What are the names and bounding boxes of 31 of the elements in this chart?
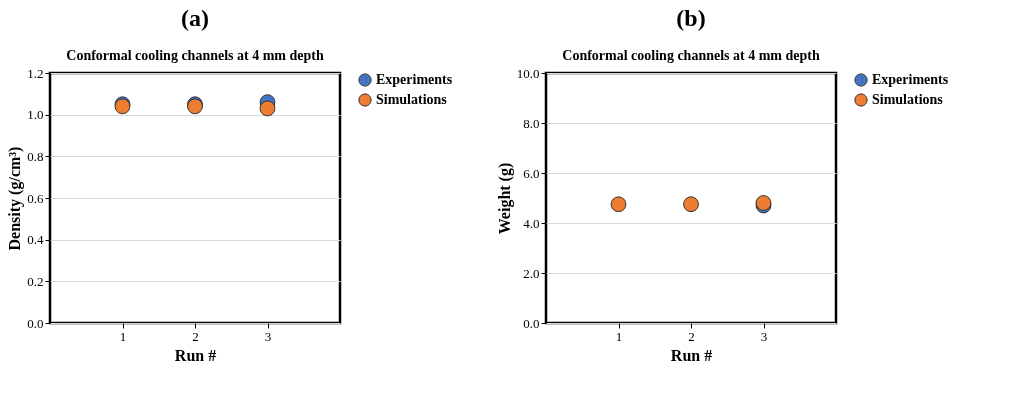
y-tick-label: 0.6 bbox=[27, 190, 44, 206]
legend-label: Simulations bbox=[872, 92, 944, 107]
y-tick-label: 0.8 bbox=[27, 148, 44, 164]
y-tick-label: 8.0 bbox=[523, 115, 540, 131]
x-tick-label: 1 bbox=[119, 328, 127, 344]
chart-subtitle: Conformal cooling channels at 4 mm depth bbox=[562, 48, 820, 63]
x-axis-title: Run # bbox=[670, 346, 713, 364]
y-tick-label: 0.0 bbox=[523, 315, 540, 331]
y-tick-label: 6.0 bbox=[523, 165, 540, 181]
y-tick-label: 4.0 bbox=[523, 215, 540, 231]
x-tick-label: 3 bbox=[760, 328, 768, 344]
x-tick-label: 1 bbox=[615, 328, 623, 344]
legend-label: Experiments bbox=[872, 72, 949, 87]
y-tick-label: 1.2 bbox=[27, 65, 44, 81]
chart-subtitle: Conformal cooling channels at 4 mm depth bbox=[66, 48, 324, 63]
legend-label: Simulations bbox=[376, 92, 448, 107]
y-tick-label: 2.0 bbox=[523, 265, 540, 281]
x-tick-label: 3 bbox=[264, 328, 272, 344]
y-axis-title: Weight (g) bbox=[495, 162, 514, 235]
x-tick-label: 2 bbox=[688, 328, 695, 344]
chart-title: (a) bbox=[181, 5, 209, 31]
y-tick-label: 0.0 bbox=[27, 315, 44, 331]
x-axis-title: Run # bbox=[174, 346, 217, 364]
y-tick-label: 0.2 bbox=[27, 273, 44, 289]
legend-label: Experiments bbox=[376, 72, 453, 87]
y-tick-label: 1.0 bbox=[27, 107, 44, 123]
y-axis-title: Density (g/cm³) bbox=[6, 146, 25, 251]
x-tick-label: 2 bbox=[192, 328, 199, 344]
y-tick-label: 10.0 bbox=[516, 65, 540, 81]
chart-title: (b) bbox=[676, 5, 706, 31]
y-tick-label: 0.4 bbox=[27, 232, 44, 248]
